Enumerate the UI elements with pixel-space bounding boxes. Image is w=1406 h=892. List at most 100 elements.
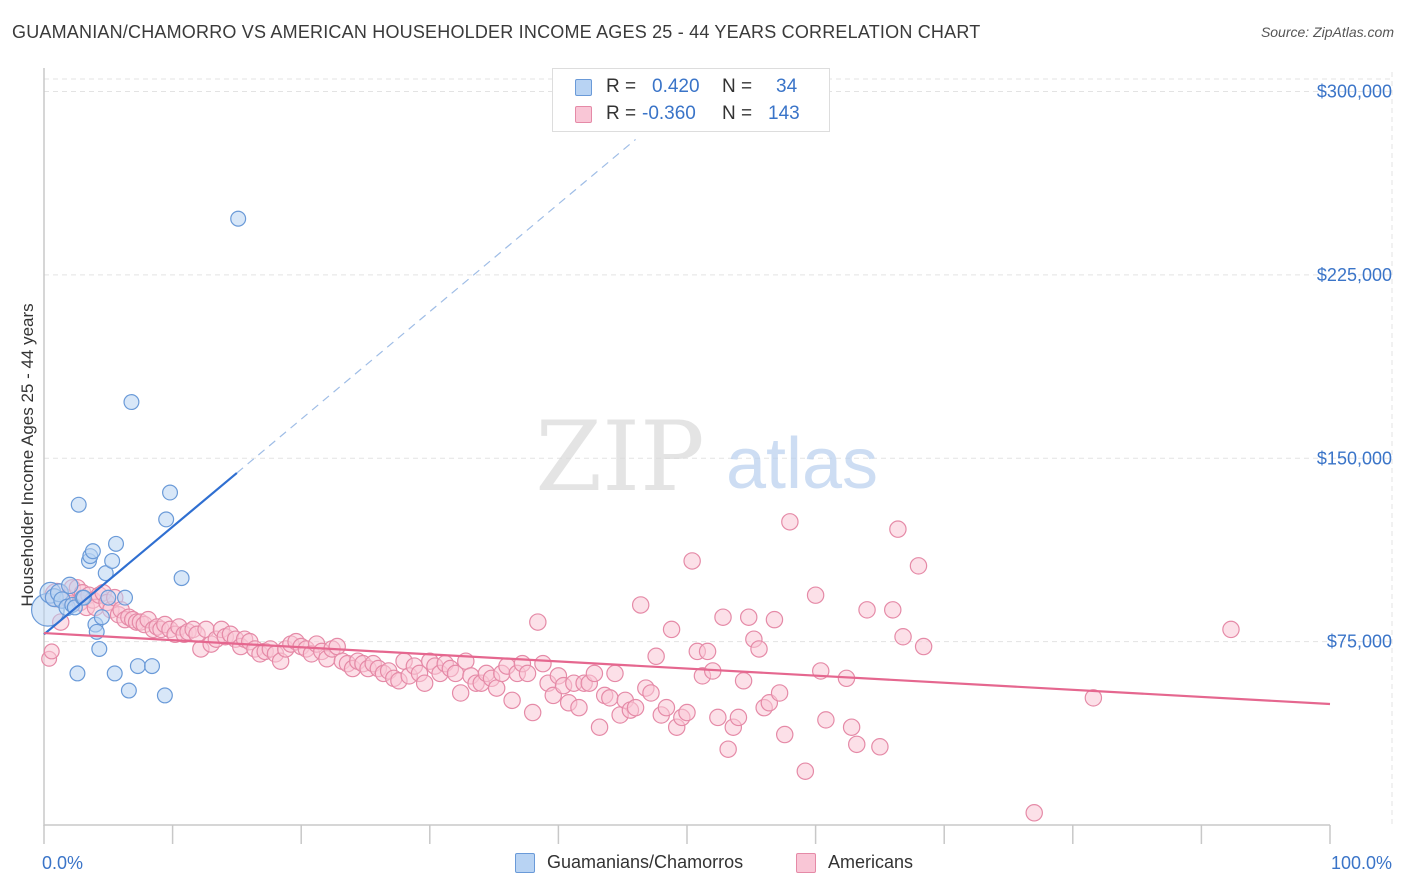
american-point [415,674,434,692]
american-point [858,601,876,619]
american-point [642,684,660,702]
american-point [570,698,588,717]
guamanian-point [230,210,247,227]
american-point [914,637,933,656]
n-label: N = [722,76,753,97]
american-point [889,520,907,538]
guamanian-point [144,658,161,675]
american-point [328,637,346,656]
american-point [775,725,794,744]
american-point [871,738,889,756]
american-point [657,698,676,717]
american-point [626,698,645,717]
american-point [698,642,717,661]
n-label: N = [722,103,753,124]
guamanian-point [173,570,190,587]
legend-label: Guamanians/Chamorros [547,852,744,872]
americans-swatch [575,105,592,123]
source-attribution: Source: ZipAtlas.com [1260,24,1394,40]
x-tick-label: 0.0% [42,853,83,873]
y-tick-label: $150,000 [1317,448,1392,468]
american-point [909,557,928,575]
guamanian-point [69,665,86,682]
american-point [451,684,470,702]
american-point [884,601,902,619]
american-point [1025,804,1043,822]
american-point [714,608,732,626]
american-point [529,613,547,631]
guamanian-point [129,658,146,675]
american-point [781,513,799,531]
guamanian-point [162,484,179,501]
axes [43,68,1331,844]
american-point [43,643,60,660]
american-point [487,679,506,697]
y-tick-label: $225,000 [1317,265,1392,285]
guamanian-point [106,665,123,682]
guamanians-points [30,210,247,704]
american-point [817,711,835,729]
guamanian-point [158,511,175,528]
americans-swatch [796,852,816,873]
y-tick-label: $75,000 [1327,632,1392,652]
american-point [585,664,604,683]
american-point [631,596,650,614]
guamanians-trend-extension [236,139,636,474]
guamanians-trend-line [43,472,238,636]
guamanian-point [97,565,114,582]
guamanian-point [117,589,134,606]
american-point [729,708,748,727]
tick-labels: $75,000 $150,000 $225,000 $300,000 0.0% 100.0… [42,82,1392,873]
american-point [842,718,861,736]
stats-row-americans: R = -0.360 N = 143 [575,101,800,127]
american-point [719,740,737,758]
american-point [770,684,789,702]
american-point [606,664,624,683]
american-point [601,689,619,707]
guamanians-swatch [515,852,535,873]
americans-trend-line [43,631,1331,706]
american-point [1222,620,1240,639]
american-point [683,552,701,570]
stats-legend: R = 0.420 N = 34 R = -0.360 N = 143 [552,68,830,132]
trend-lines [43,139,1331,706]
chart-title: GUAMANIAN/CHAMORRO VS AMERICAN HOUSEHOLD… [12,22,981,42]
american-point [796,762,815,780]
american-point [523,703,542,722]
american-point [647,647,665,666]
guamanian-point [156,687,173,704]
guamanian-point [91,640,108,657]
watermark: ZIP atlas [535,401,878,513]
guamanian-point [108,535,125,552]
guamanian-point [75,589,92,606]
x-tick-label: 100.0% [1331,853,1392,873]
guamanian-point [70,496,87,513]
stats-row-guamanians: R = 0.420 N = 34 [575,74,797,100]
american-point [534,654,552,673]
watermark-atlas: atlas [726,424,878,504]
guamanians-swatch [575,78,592,96]
legend-label: Americans [828,852,914,872]
american-point [662,620,681,639]
r-label: R = [606,76,637,97]
american-point [750,640,768,658]
guamanian-point [100,589,117,606]
american-point [765,610,784,629]
r-value: -0.360 [642,103,696,124]
n-value: 34 [776,76,798,97]
r-label: R = [606,103,637,124]
legend-item-guamanians[interactable]: Guamanians/Chamorros [515,852,743,873]
guamanian-point [120,682,137,699]
series-legend: Guamanians/Chamorros Americans [0,852,1406,878]
guamanian-point [84,543,101,560]
americans-points [41,513,1240,822]
american-point [503,691,521,710]
american-point [678,703,696,722]
american-point [1084,689,1103,707]
american-point [734,672,753,690]
american-point [709,708,727,727]
guamanian-point [93,609,110,626]
legend-item-americans[interactable]: Americans [796,852,913,873]
r-value: 0.420 [652,76,700,97]
